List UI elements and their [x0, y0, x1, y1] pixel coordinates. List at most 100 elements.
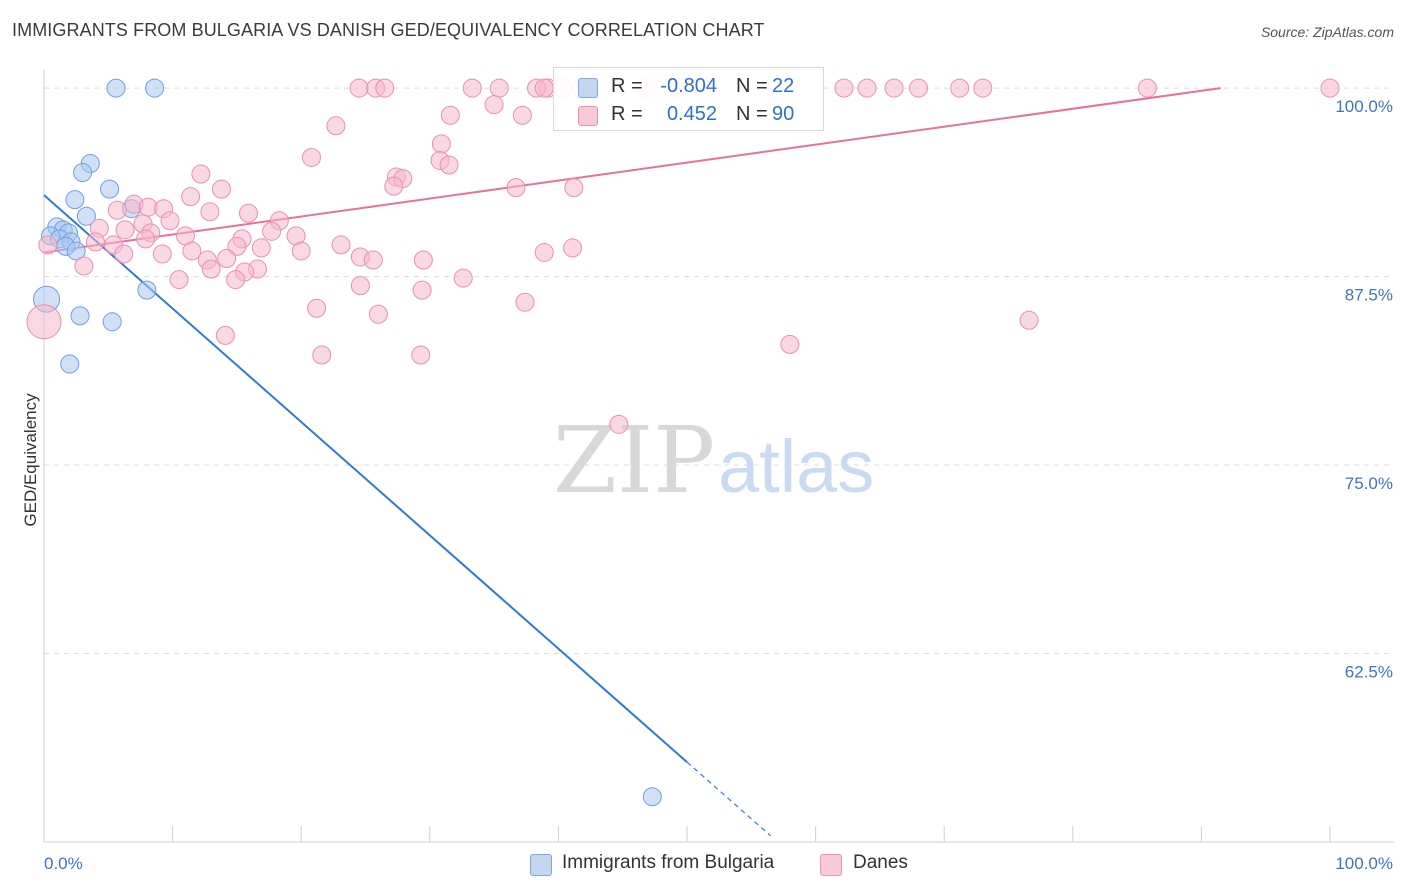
danes-point: [440, 105, 460, 125]
danes-point: [312, 345, 332, 365]
danes-point: [1137, 78, 1157, 98]
legend-swatch-blue: [530, 854, 552, 876]
danes-point: [453, 268, 473, 288]
legend-n-label: N =: [736, 103, 768, 125]
danes-point: [291, 241, 311, 261]
danes-point: [973, 78, 993, 98]
danes-point: [411, 345, 431, 365]
y-tick-label: 100.0%: [1335, 97, 1393, 116]
danes-point: [489, 78, 509, 98]
danes-point: [515, 292, 535, 312]
danes-point: [181, 187, 201, 207]
danes-point: [238, 203, 258, 223]
danes-point: [462, 78, 482, 98]
axes: [43, 70, 1394, 843]
bulgaria-point: [66, 241, 86, 261]
y-axis-label: GED/Equivalency: [21, 393, 40, 527]
x-tick-label: 0.0%: [44, 854, 83, 873]
bulgaria-point: [145, 78, 165, 98]
grid-lines: [44, 87, 1394, 655]
danes-point: [200, 202, 220, 222]
danes-point: [534, 78, 554, 98]
danes-point: [564, 178, 584, 198]
bulgaria-point: [137, 280, 157, 300]
legend-swatch-pink: [820, 854, 842, 876]
danes-point: [506, 178, 526, 198]
danes-point: [368, 304, 388, 324]
watermark-atlas: atlas: [718, 425, 874, 508]
danes-point: [169, 270, 189, 290]
bulgaria-point: [73, 163, 93, 183]
legend-swatch-blue: [578, 78, 598, 98]
bulgaria-point: [76, 206, 96, 226]
bulgaria-point: [65, 190, 85, 210]
danes-point: [217, 248, 237, 268]
stats-legend: R = -0.804 N = 22 R = 0.452 N = 90: [553, 67, 824, 131]
legend-r-value: 0.452: [666, 103, 717, 125]
bulgaria-point: [60, 354, 80, 374]
danes-point: [1320, 78, 1340, 98]
danes-point: [215, 325, 235, 345]
danes-trend-line: [43, 87, 1221, 254]
danes-point: [908, 78, 928, 98]
danes-point: [107, 200, 127, 220]
danes-point: [331, 235, 351, 255]
danes-point: [412, 280, 432, 300]
legend-label-danes: Danes: [853, 852, 908, 873]
x-tick-label: 100.0%: [1335, 854, 1393, 873]
legend-swatch-pink: [578, 106, 598, 126]
bulgaria-point: [102, 312, 122, 332]
legend-n-value: 22: [772, 75, 795, 97]
danes-point: [375, 78, 395, 98]
danes-point: [182, 241, 202, 261]
danes-point: [534, 242, 554, 262]
y-tick-label: 62.5%: [1345, 663, 1393, 682]
danes-point: [1019, 310, 1039, 330]
legend-n-label: N =: [736, 75, 768, 97]
danes-point: [884, 78, 904, 98]
bulgaria-point: [106, 78, 126, 98]
danes-point: [363, 250, 383, 270]
danes-point: [38, 235, 58, 255]
tick-labels: 100.0% 87.5% 75.0% 62.5% 0.0% 100.0%: [44, 97, 1393, 873]
watermark: ZIP atlas: [553, 407, 874, 514]
danes-point: [857, 78, 877, 98]
legend-r-label: R =: [611, 103, 643, 125]
danes-point: [384, 176, 404, 196]
danes-point: [136, 229, 156, 249]
legend-row-danes: R = 0.452 N = 90: [554, 102, 823, 130]
danes-point: [160, 211, 180, 231]
legend-n-value: 90: [772, 103, 795, 125]
danes-point: [326, 116, 346, 136]
danes-point: [201, 259, 221, 279]
danes-point: [484, 95, 504, 115]
y-tick-label: 75.0%: [1345, 474, 1393, 493]
legend-r-value: -0.804: [660, 75, 717, 97]
danes-point: [115, 220, 135, 240]
danes-point: [439, 155, 459, 175]
bulgaria-point: [70, 306, 90, 326]
danes-point: [301, 147, 321, 167]
legend-r-label: R =: [611, 75, 643, 97]
watermark-zip: ZIP: [553, 407, 715, 514]
danes-point: [152, 244, 172, 264]
danes-point: [85, 232, 105, 252]
danes-point: [780, 334, 800, 354]
danes-point: [262, 221, 282, 241]
source-label: Source: ZipAtlas.com: [1260, 24, 1394, 40]
danes-point: [413, 250, 433, 270]
danes-point: [307, 298, 327, 318]
danes-point: [350, 276, 370, 296]
danes-point: [512, 105, 532, 125]
danes-point: [251, 238, 271, 258]
bulgaria-trend-extension: [686, 761, 771, 837]
danes-point: [563, 238, 583, 258]
y-tick-label: 87.5%: [1345, 286, 1393, 305]
danes-point: [834, 78, 854, 98]
danes-point: [609, 414, 629, 434]
legend-row-bulgaria: R = -0.804 N = 22: [554, 74, 823, 102]
danes-point: [114, 244, 134, 264]
legend-label-bulgaria: Immigrants from Bulgaria: [562, 852, 775, 873]
danes-point: [349, 78, 369, 98]
